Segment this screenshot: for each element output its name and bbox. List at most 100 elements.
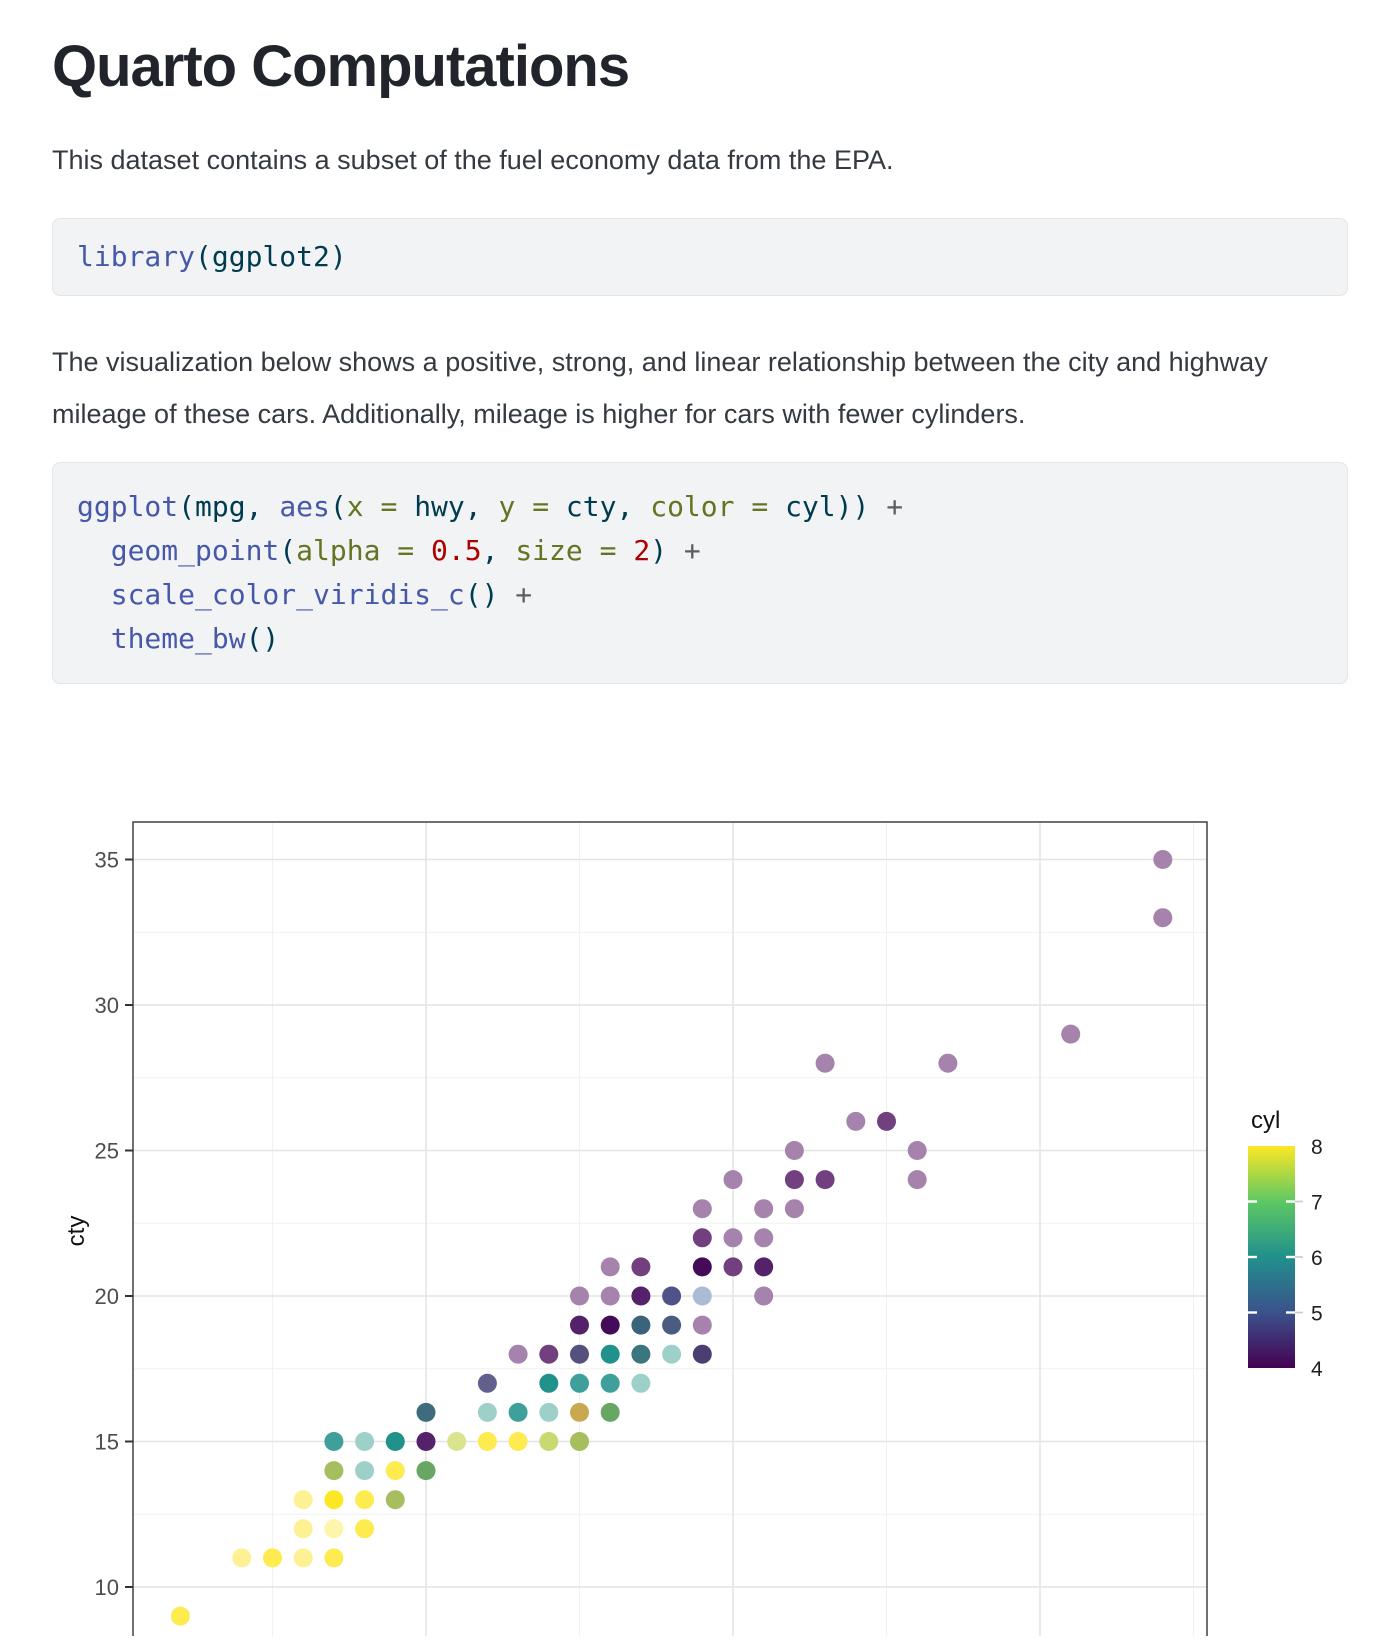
scatter-point — [600, 1344, 620, 1364]
scatter-point — [692, 1257, 712, 1277]
scatter-point — [754, 1228, 774, 1248]
scatter-point — [1153, 908, 1173, 928]
scatter-point — [539, 1344, 559, 1364]
scatter-point — [508, 1344, 528, 1364]
code-line: theme_bw() — [110, 622, 280, 655]
scatter-point — [385, 1432, 405, 1451]
scatter-point — [570, 1315, 589, 1335]
code-line: library(ggplot2) — [77, 240, 347, 273]
scatter-point — [324, 1519, 344, 1539]
scatter-point — [723, 1228, 743, 1248]
scatter-point — [477, 1373, 497, 1393]
scatter-point — [600, 1373, 620, 1393]
description-paragraph: The visualization below shows a positive… — [52, 347, 1268, 429]
scatter-point — [631, 1257, 651, 1277]
scatter-point — [570, 1432, 589, 1451]
scatter-point — [324, 1548, 344, 1568]
scatter-point — [477, 1432, 497, 1451]
scatter-point — [570, 1373, 589, 1393]
scatter-point — [447, 1432, 467, 1451]
intro-paragraph: This dataset contains a subset of the fu… — [52, 145, 894, 175]
scatter-point — [692, 1286, 712, 1306]
scatter-point — [754, 1257, 774, 1277]
scatter-point — [508, 1402, 528, 1422]
scatter-point — [631, 1344, 651, 1364]
scatter-point — [385, 1490, 405, 1510]
scatter-point — [355, 1490, 375, 1510]
scatter-point — [662, 1286, 682, 1306]
scatter-point — [600, 1315, 620, 1335]
y-tick-label: 30 — [95, 993, 119, 1018]
scatter-point — [324, 1461, 344, 1481]
legend-title: cyl — [1251, 1107, 1280, 1134]
scatter-point — [477, 1402, 497, 1422]
scatter-point — [631, 1315, 651, 1335]
scatter-point — [570, 1344, 589, 1364]
code-block-library: library(ggplot2) — [52, 218, 1348, 296]
legend-label: 8 — [1311, 1136, 1323, 1159]
scatter-point — [784, 1141, 804, 1160]
scatter-point — [293, 1548, 313, 1568]
scatter-point — [293, 1490, 313, 1510]
scatter-point — [692, 1344, 712, 1364]
y-tick-label: 10 — [95, 1575, 119, 1600]
legend-label: 7 — [1311, 1192, 1323, 1215]
document: Quarto Computations This dataset contain… — [52, 36, 1348, 684]
legend-label: 6 — [1311, 1247, 1323, 1270]
plot-figure: 35 30 25 20 15 10 cty cyl 8 7 6 5 4 — [0, 796, 1400, 1641]
code-line: ggplot(mpg, aes(x = hwy, y = cty, color … — [77, 490, 904, 523]
scatter-point — [570, 1402, 589, 1422]
scatter-point — [754, 1199, 774, 1219]
scatter-point — [815, 1170, 835, 1190]
y-tick-label: 25 — [95, 1139, 119, 1164]
scatter-point — [263, 1548, 282, 1568]
scatter-point — [293, 1519, 313, 1539]
legend-label: 4 — [1311, 1358, 1323, 1381]
code-block-ggplot: ggplot(mpg, aes(x = hwy, y = cty, color … — [52, 462, 1348, 684]
y-tick-label: 20 — [95, 1284, 119, 1309]
scatter-point — [723, 1170, 743, 1190]
scatter-point — [570, 1286, 589, 1306]
scatter-point — [600, 1257, 620, 1277]
scatter-point — [355, 1519, 375, 1539]
scatter-point — [692, 1199, 712, 1219]
scatter-point — [508, 1432, 528, 1451]
y-tick-label: 35 — [95, 848, 119, 873]
plot-panel — [133, 822, 1207, 1641]
scatter-point — [631, 1286, 651, 1306]
scatter-point — [907, 1170, 927, 1190]
scatter-point — [692, 1228, 712, 1248]
code-line: geom_point(alpha = 0.5, size = 2) + — [110, 534, 701, 567]
scatter-point — [416, 1461, 436, 1481]
scatter-point — [846, 1111, 866, 1131]
scatter-point — [1153, 850, 1173, 869]
code-line: scale_color_viridis_c() + — [110, 578, 533, 611]
scatter-point — [385, 1461, 405, 1481]
scatter-point — [232, 1548, 252, 1568]
scatter-point — [539, 1402, 559, 1422]
scatter-point — [355, 1432, 375, 1451]
scatter-point — [355, 1461, 375, 1481]
scatter-point — [324, 1490, 344, 1510]
scatter-point — [754, 1286, 774, 1306]
scatter-plot: 35 30 25 20 15 10 cty cyl 8 7 6 5 4 — [63, 821, 1323, 1641]
y-axis-title: cty — [63, 1216, 90, 1247]
scatter-point — [692, 1315, 712, 1335]
y-tick-label: 15 — [95, 1430, 119, 1455]
scatter-point — [600, 1286, 620, 1306]
scatter-point — [815, 1053, 835, 1073]
scatter-point — [539, 1373, 559, 1393]
scatter-point — [662, 1315, 682, 1335]
panel-border — [132, 821, 1208, 1641]
scatter-point — [784, 1199, 804, 1219]
scatter-point — [938, 1053, 958, 1073]
scatter-point — [907, 1141, 927, 1160]
scatter-point — [1061, 1024, 1081, 1044]
page-title: Quarto Computations — [52, 34, 630, 99]
scatter-point — [170, 1606, 190, 1626]
scatter-point — [784, 1170, 804, 1190]
legend-label: 5 — [1311, 1303, 1323, 1326]
scatter-point — [723, 1257, 743, 1277]
scatter-point — [631, 1373, 651, 1393]
scatter-point — [539, 1432, 559, 1451]
